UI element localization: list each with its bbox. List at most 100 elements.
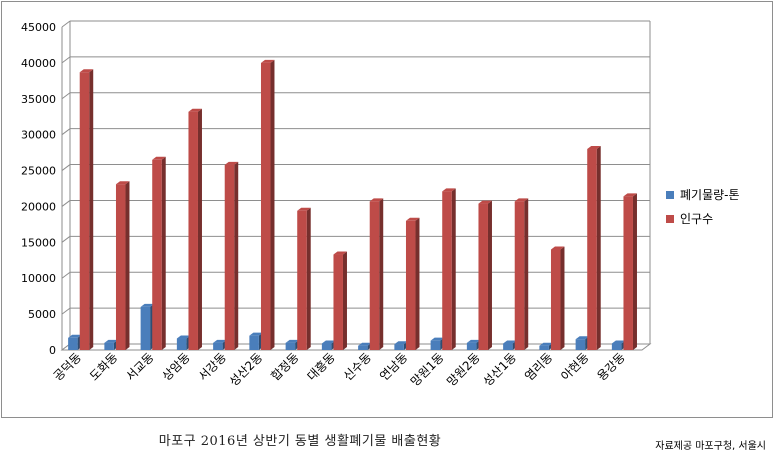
- bar-front: [260, 62, 271, 351]
- bar-top: [333, 251, 347, 255]
- gridline-side: [61, 200, 71, 207]
- bar-front: [249, 335, 259, 350]
- bar-front: [79, 72, 90, 350]
- bar-front: [297, 210, 307, 350]
- bar-side: [487, 200, 492, 350]
- y-tick-label: 35000: [21, 93, 56, 106]
- legend-swatch: [666, 215, 674, 223]
- bar-top: [104, 339, 118, 343]
- bar-top: [442, 188, 456, 192]
- y-tick-label: 30000: [21, 129, 56, 142]
- bar-side: [451, 188, 456, 350]
- bar-front: [478, 203, 488, 350]
- y-tick-label: 25000: [21, 165, 56, 178]
- x-tick-label: 망원1동: [408, 350, 447, 389]
- bar: [285, 339, 300, 350]
- bar-top: [260, 59, 275, 63]
- bar-front: [611, 343, 622, 350]
- x-tick-label: 성산1동: [480, 350, 519, 389]
- bar-top: [514, 198, 529, 202]
- bar-front: [514, 201, 525, 350]
- gridline-side: [61, 164, 71, 171]
- bar: [466, 339, 481, 350]
- bar-front: [115, 184, 126, 350]
- bar-front: [104, 342, 114, 350]
- bar: [115, 181, 130, 350]
- bar-front: [503, 343, 513, 350]
- legend-item: 폐기물량-톤: [666, 188, 740, 202]
- bar-front: [188, 111, 198, 350]
- bar: [213, 339, 227, 350]
- bar-front: [394, 344, 404, 350]
- bar-top: [152, 156, 166, 160]
- bar-top: [321, 340, 336, 344]
- bar-top: [358, 342, 372, 346]
- gridline-side: [61, 20, 71, 28]
- bar: [430, 337, 445, 350]
- bar-top: [369, 198, 384, 202]
- bar-top: [539, 342, 553, 346]
- bar-front: [405, 220, 416, 350]
- bar-side: [342, 251, 347, 350]
- bar-front: [333, 254, 343, 350]
- x-tick-label: 서강동: [196, 350, 229, 383]
- legend-label: 폐기물량-톤: [680, 188, 740, 202]
- bar-front: [224, 164, 235, 350]
- bar-side: [234, 161, 239, 350]
- bar-front: [321, 343, 332, 350]
- source-note: 자료제공 마포구청, 서울시: [655, 441, 766, 452]
- bar: [333, 251, 347, 350]
- bar-front: [442, 191, 452, 350]
- bar-top: [623, 193, 637, 197]
- bar: [260, 59, 275, 351]
- legend-item: 인구수: [666, 212, 713, 226]
- y-tick-label: 15000: [21, 236, 56, 249]
- x-tick-label: 염리동: [522, 350, 555, 383]
- bar-top: [79, 69, 94, 73]
- gridline-side: [61, 307, 71, 315]
- bar-top: [213, 339, 227, 343]
- x-tick-label: 서교동: [123, 350, 156, 383]
- x-tick-label: 연남동: [377, 350, 410, 383]
- bar-front: [430, 340, 441, 350]
- bar-front: [140, 306, 151, 350]
- x-tick-label: 신수동: [341, 350, 374, 383]
- bar-front: [68, 337, 78, 350]
- gridline-side: [61, 235, 71, 243]
- bar-top: [611, 340, 626, 344]
- bar: [249, 332, 263, 350]
- bar-front: [539, 345, 549, 350]
- legend-swatch: [666, 191, 674, 199]
- bar-top: [188, 108, 202, 112]
- bar: [478, 200, 492, 350]
- bar: [140, 303, 155, 350]
- bar: [369, 198, 384, 350]
- bar: [587, 146, 601, 350]
- bar: [188, 108, 202, 350]
- bar-side: [89, 69, 94, 350]
- bar-side: [379, 198, 384, 350]
- bar-front: [369, 201, 380, 350]
- x-tick-label: 아현동: [558, 350, 591, 383]
- x-tick-label: 합정동: [268, 350, 301, 383]
- legend-label: 인구수: [680, 212, 713, 226]
- gridline-side: [61, 56, 71, 64]
- y-tick-label: 0: [49, 344, 56, 357]
- bar-top: [478, 200, 492, 204]
- x-tick-label: 망원2동: [444, 350, 483, 389]
- gridline-side: [61, 128, 71, 136]
- bar-top: [68, 334, 82, 338]
- bar-front: [550, 249, 561, 350]
- chart-caption: 마포구 2016년 상반기 동별 생활폐기물 배출현황: [158, 434, 442, 449]
- bar-side: [270, 59, 275, 351]
- bar-top: [405, 217, 420, 221]
- bar: [405, 217, 420, 350]
- chart-frame: 0 5000 10000 15000 20000 25000 30000 35000 40000…: [1, 1, 773, 418]
- bar-top: [224, 161, 239, 165]
- bar-top: [503, 340, 517, 344]
- bar-side: [560, 246, 565, 350]
- bar-side: [632, 193, 637, 350]
- bar-front: [575, 339, 586, 350]
- bar: [104, 339, 118, 350]
